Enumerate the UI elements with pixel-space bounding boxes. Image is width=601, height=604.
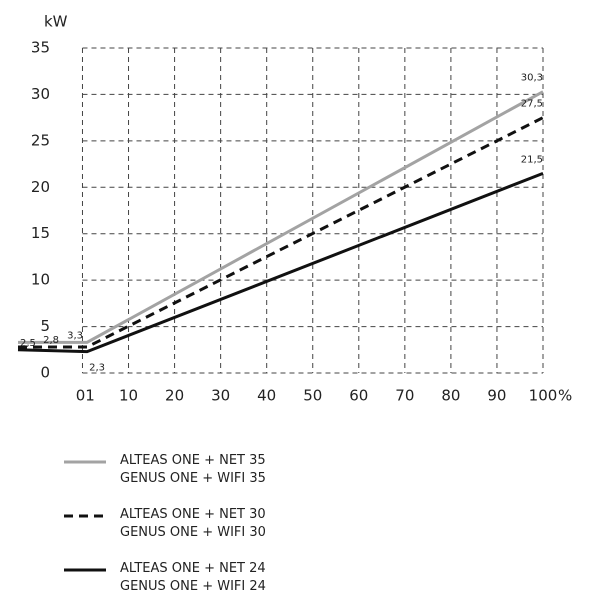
y-axis-label: kW [44,13,68,31]
x-tick-label: 40 [257,387,276,405]
y-tick-label: 20 [31,178,50,196]
value-label: 27,5 [521,99,543,110]
x-tick-label: 70 [395,387,414,405]
x-tick-label: 80 [441,387,460,405]
x-tick-label: 0 [76,387,86,405]
value-label: 2,8 [43,335,59,346]
legend-label: ALTEAS ONE + NET 35 GENUS ONE + WIFI 35 [120,453,266,486]
x-axis-label: % [558,387,572,405]
x-tick-label: 30 [211,387,230,405]
legend-swatch-box [64,460,106,464]
legend-item: ALTEAS ONE + NET 35 GENUS ONE + WIFI 35 [60,452,360,496]
value-label: 2,3 [89,363,105,374]
y-tick-label: 35 [31,39,50,57]
y-tick-label: 5 [40,317,50,335]
legend-label: ALTEAS ONE + NET 30 GENUS ONE + WIFI 30 [120,507,266,540]
value-label: 3,3 [67,330,83,341]
x-tick-label: 100 [529,387,558,405]
legend-item: ALTEAS ONE + NET 24 GENUS ONE + WIFI 24 [60,560,360,604]
y-tick-label: 10 [31,271,50,289]
value-label: 30,3 [521,73,543,84]
y-tick-label: 0 [40,364,50,382]
legend-swatch-box [64,514,106,518]
legend-label: ALTEAS ONE + NET 24 GENUS ONE + WIFI 24 [120,561,266,594]
series-line [17,171,544,354]
series-line [18,116,544,349]
x-tick-label: 1 [85,387,95,405]
x-tick-label: 50 [303,387,322,405]
series-line [18,90,544,344]
y-tick-label: 25 [31,131,50,149]
value-label: 21,5 [521,154,543,165]
value-label: 2,5 [20,338,36,349]
x-tick-label: 10 [119,387,138,405]
legend-item: ALTEAS ONE + NET 30 GENUS ONE + WIFI 30 [60,506,360,550]
y-tick-label: 30 [31,85,50,103]
legend-swatch-box [64,568,106,572]
x-tick-label: 60 [349,387,368,405]
x-tick-label: 90 [487,387,506,405]
x-tick-label: 20 [165,387,184,405]
y-tick-label: 15 [31,224,50,242]
